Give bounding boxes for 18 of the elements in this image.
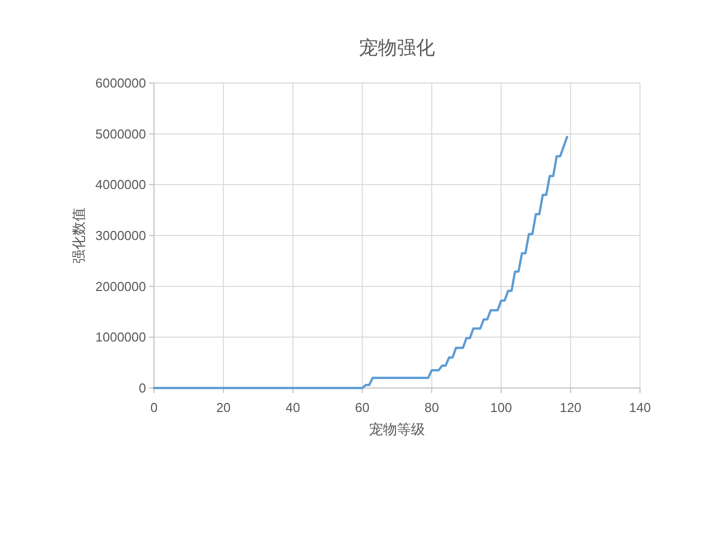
y-tick-label: 0 <box>138 380 146 396</box>
y-tick-label: 6000000 <box>95 76 146 90</box>
x-tick-label: 140 <box>629 400 651 415</box>
y-tick-label: 5000000 <box>95 126 146 142</box>
x-tick-label: 40 <box>286 400 300 415</box>
x-axis-title: 宠物等级 <box>369 421 425 437</box>
y-tick-label: 1000000 <box>95 330 146 345</box>
y-axis-title: 强化数值 <box>70 208 87 264</box>
x-tick-label: 60 <box>355 400 370 415</box>
x-tick-label: 120 <box>560 400 582 415</box>
title: 宠物强化 <box>359 38 435 59</box>
x-tick-label: 100 <box>490 400 512 415</box>
x-tick-label: 80 <box>424 400 439 415</box>
y-tick-label: 2000000 <box>95 278 146 294</box>
x-tick-label: 0 <box>150 400 158 415</box>
y-tick-label: 4000000 <box>95 177 146 192</box>
y-tick-label: 3000000 <box>95 228 146 243</box>
x-tick-label: 20 <box>216 400 231 415</box>
